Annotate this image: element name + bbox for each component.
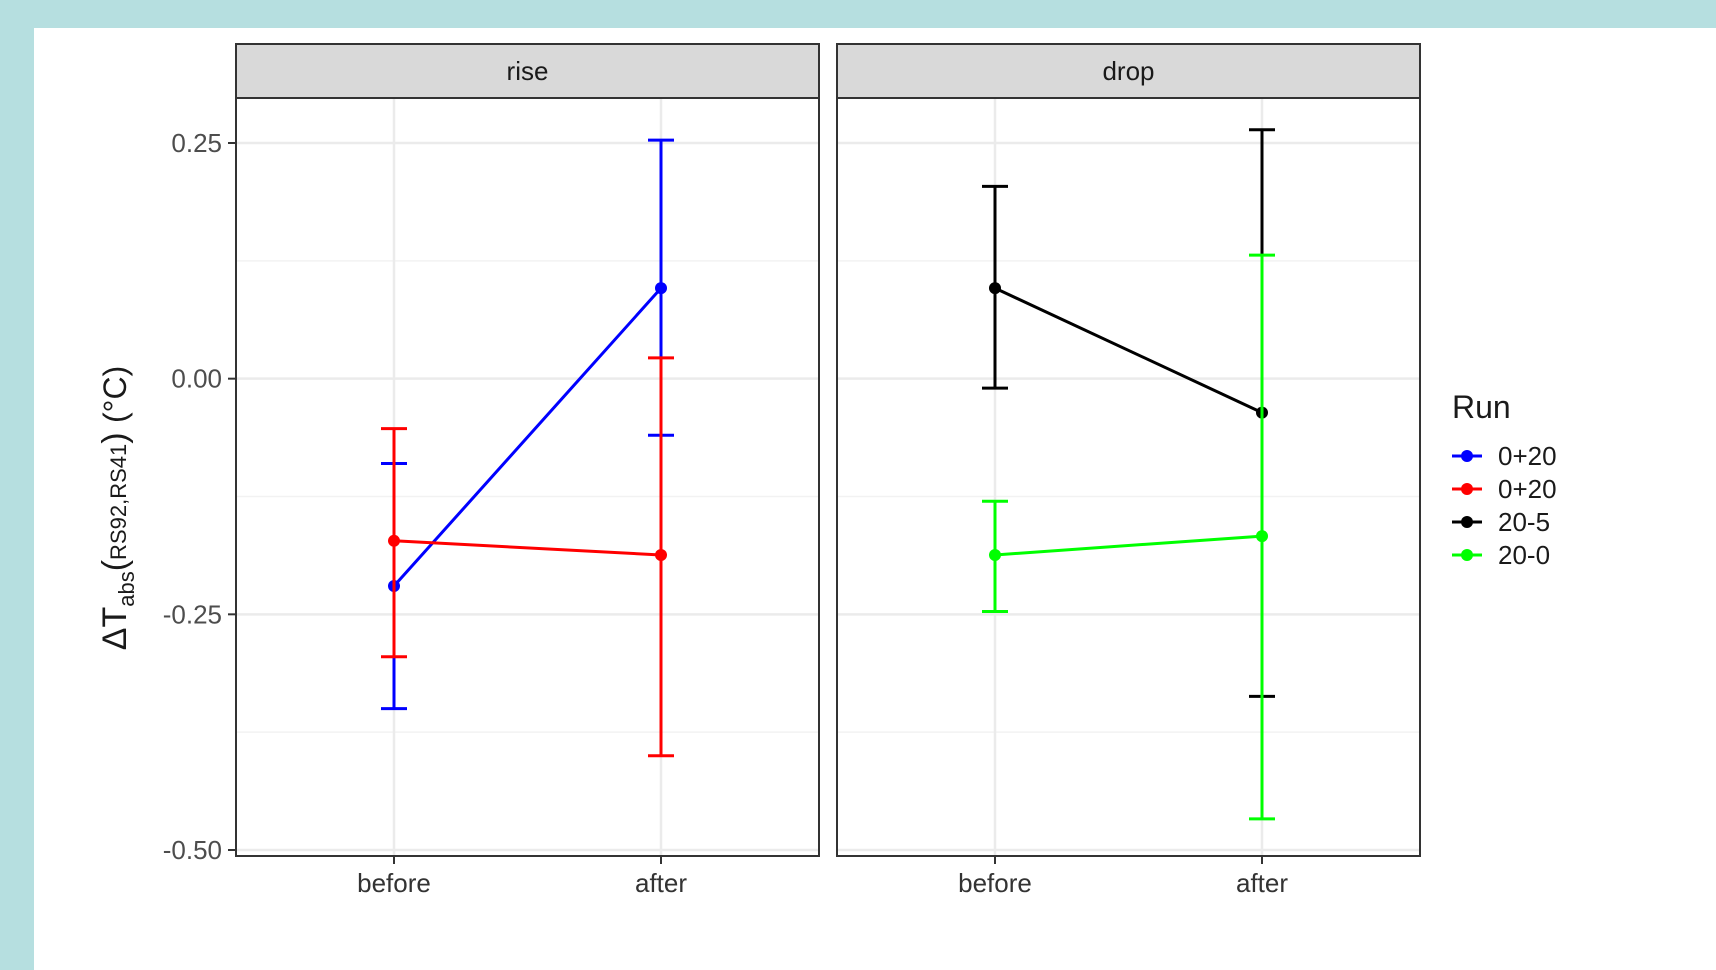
y-axis-label-main: ΔT: [96, 607, 134, 650]
panel-rise-border: [235, 97, 820, 857]
y-tick-label: -0.25: [163, 599, 222, 629]
y-axis-label-close-paren: ): [96, 423, 134, 444]
panel-drop: drop before after: [836, 43, 1421, 898]
panel-rise-marks: [381, 138, 674, 758]
y-axis-label-args: RS92,RS41: [106, 444, 131, 560]
legend-key-point: [1461, 516, 1473, 528]
series-line: [994, 534, 1263, 557]
series-rise-0: [381, 138, 674, 711]
legend-entry: 20-5: [1452, 507, 1550, 537]
legend-entry: 20-0: [1452, 540, 1550, 570]
data-point: [989, 548, 1001, 561]
x-tick-label-before-drop: before: [958, 868, 1032, 898]
legend-entry: 0+20: [1452, 474, 1557, 504]
data-point: [388, 534, 400, 547]
series-line: [994, 286, 1263, 414]
panel-drop-marks: [982, 128, 1275, 821]
legend-label: 20-0: [1498, 540, 1550, 570]
data-point: [655, 282, 667, 295]
legend-title: Run: [1452, 389, 1511, 425]
series-drop-1: [982, 253, 1275, 821]
panel-drop-strip-label: drop: [1102, 56, 1154, 86]
panel-drop-border: [836, 97, 1421, 857]
series-drop-0: [982, 128, 1275, 698]
panel-rise-strip: [235, 43, 820, 99]
panel-rise-strip-label: rise: [507, 56, 549, 86]
data-point: [655, 548, 667, 561]
x-tick-label-before-rise: before: [357, 868, 431, 898]
panel-drop-strip: [836, 43, 1421, 99]
y-axis: 0.25 0.00 -0.25 -0.50: [163, 128, 1263, 865]
panel-rise-grid: [236, 98, 819, 856]
x-tick-label-after-drop: after: [1236, 868, 1288, 898]
y-axis-label-open-paren: (: [96, 559, 134, 571]
legend-key-point: [1461, 450, 1473, 462]
series-line: [392, 287, 663, 588]
y-tick-label: -0.50: [163, 835, 222, 865]
y-axis-label-subscript: abs: [114, 571, 139, 606]
y-tick-label: 0.25: [171, 128, 222, 158]
panel-rise: rise before after: [235, 43, 820, 898]
data-point: [989, 282, 1001, 295]
series-rise-1: [381, 356, 674, 758]
faceted-line-chart: rise before after drop before after 0.25…: [96, 43, 1557, 898]
y-axis-label-unit: (°C): [97, 366, 133, 423]
panel-drop-grid: [837, 98, 1420, 856]
legend-label: 0+20: [1498, 441, 1557, 471]
series-line: [393, 539, 662, 557]
data-point: [1256, 530, 1268, 543]
y-tick-label: 0.00: [171, 364, 222, 394]
figure-card: rise before after drop before after 0.25…: [34, 28, 1716, 970]
legend-entry: 0+20: [1452, 441, 1557, 471]
legend-label: 0+20: [1498, 474, 1557, 504]
y-axis-label: ΔTabs(RS92,RS41) (°C): [96, 366, 139, 650]
x-tick-label-after-rise: after: [635, 868, 687, 898]
legend-key-point: [1461, 483, 1473, 495]
legend-key-point: [1461, 549, 1473, 561]
legend-label: 20-5: [1498, 507, 1550, 537]
